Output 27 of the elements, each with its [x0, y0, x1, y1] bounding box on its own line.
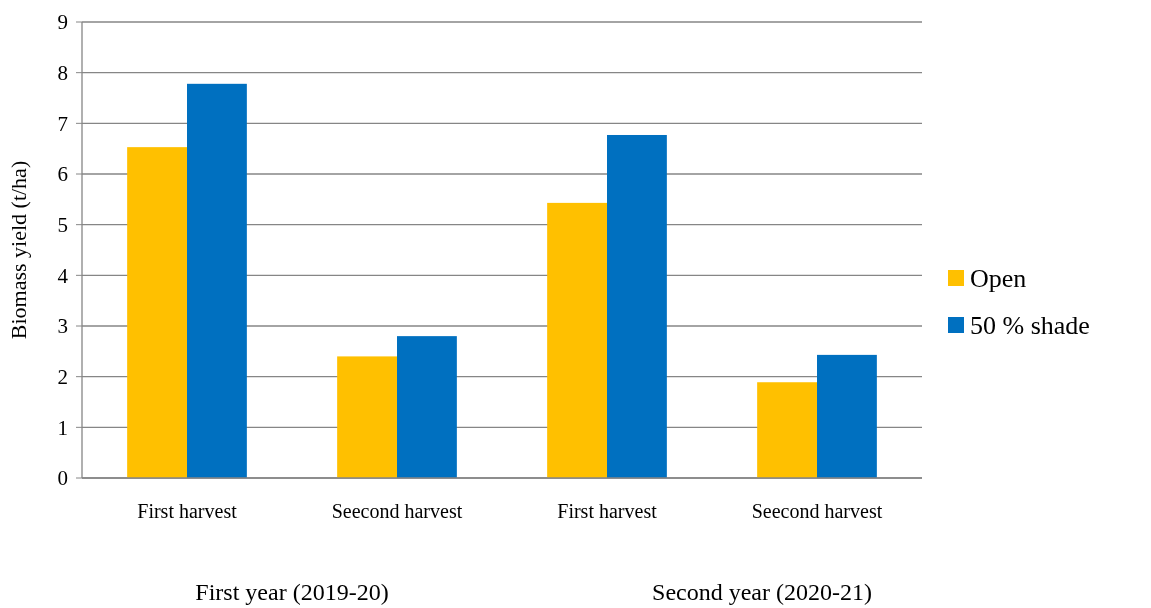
y-tick-label: 1	[57, 415, 68, 440]
text: First year (2019-20)	[195, 579, 389, 605]
bar	[547, 202, 607, 478]
bar	[817, 354, 877, 478]
y-tick-label: 7	[57, 111, 68, 136]
x-tick-label: Seecond harvest	[751, 500, 883, 522]
y-tick-label: 4	[57, 263, 69, 288]
text: Second year (2020-21)	[652, 579, 872, 605]
y-tick-label: 0	[57, 466, 68, 491]
bar	[757, 382, 817, 478]
y-axis-title: Biomass yield (t/ha)	[6, 160, 31, 340]
x-tick-label: First harvest	[137, 500, 238, 522]
bar	[397, 336, 457, 478]
y-tick-label: 3	[57, 314, 68, 339]
y-tick-label: 6	[57, 162, 68, 187]
bar	[607, 134, 667, 478]
legend-label: 50 % shade	[970, 311, 1090, 341]
y-tick-label: 2	[57, 365, 68, 390]
x-tick-label: First harvest	[557, 500, 658, 522]
x-tick-label: Seecond harvest	[331, 500, 463, 522]
legend-label: Open	[970, 264, 1027, 294]
bar	[337, 356, 397, 478]
bar	[187, 83, 247, 478]
bar	[127, 147, 187, 478]
y-tick-label: 9	[57, 10, 68, 35]
y-tick-label: 5	[57, 213, 68, 238]
y-tick-label: 8	[57, 61, 68, 86]
